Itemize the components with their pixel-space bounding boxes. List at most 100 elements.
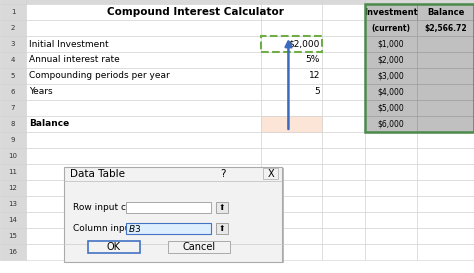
Text: Cancel: Cancel <box>182 242 216 252</box>
Text: D: D <box>388 0 394 1</box>
FancyBboxPatch shape <box>417 180 474 196</box>
Text: $2,566.72: $2,566.72 <box>424 23 467 32</box>
Text: $2,000: $2,000 <box>378 55 404 64</box>
FancyBboxPatch shape <box>261 212 322 228</box>
FancyBboxPatch shape <box>417 100 474 116</box>
FancyBboxPatch shape <box>365 164 417 180</box>
FancyBboxPatch shape <box>417 4 474 20</box>
FancyBboxPatch shape <box>0 132 26 148</box>
FancyBboxPatch shape <box>322 196 365 212</box>
Text: 15: 15 <box>9 233 18 239</box>
FancyBboxPatch shape <box>365 100 417 116</box>
FancyBboxPatch shape <box>0 4 26 20</box>
Text: 13: 13 <box>9 201 18 207</box>
Text: 5%: 5% <box>306 55 320 64</box>
FancyBboxPatch shape <box>261 148 322 164</box>
Text: $6,000: $6,000 <box>378 119 404 128</box>
FancyBboxPatch shape <box>417 212 474 228</box>
Text: $4,000: $4,000 <box>378 87 404 96</box>
FancyBboxPatch shape <box>261 132 322 148</box>
FancyBboxPatch shape <box>365 100 417 116</box>
FancyBboxPatch shape <box>365 52 417 68</box>
Text: 2: 2 <box>11 25 15 31</box>
FancyBboxPatch shape <box>322 148 365 164</box>
FancyBboxPatch shape <box>0 196 26 212</box>
FancyBboxPatch shape <box>26 244 261 260</box>
Text: X: X <box>267 169 274 179</box>
FancyBboxPatch shape <box>322 68 365 84</box>
Text: $1,000: $1,000 <box>378 40 404 49</box>
FancyBboxPatch shape <box>365 0 417 4</box>
FancyBboxPatch shape <box>26 52 261 68</box>
Text: 10: 10 <box>9 153 18 159</box>
Text: 8: 8 <box>11 121 15 127</box>
FancyBboxPatch shape <box>365 228 417 244</box>
FancyBboxPatch shape <box>261 116 322 132</box>
FancyBboxPatch shape <box>261 164 322 180</box>
FancyBboxPatch shape <box>0 212 26 228</box>
FancyBboxPatch shape <box>417 164 474 180</box>
FancyBboxPatch shape <box>26 20 261 36</box>
FancyBboxPatch shape <box>322 100 365 116</box>
Text: 16: 16 <box>9 249 18 255</box>
FancyBboxPatch shape <box>365 116 417 132</box>
Bar <box>365 4 474 132</box>
FancyBboxPatch shape <box>261 180 322 196</box>
Text: (current): (current) <box>372 23 410 32</box>
FancyBboxPatch shape <box>0 52 26 68</box>
FancyBboxPatch shape <box>26 132 261 148</box>
FancyBboxPatch shape <box>26 36 261 52</box>
FancyBboxPatch shape <box>365 68 417 84</box>
FancyBboxPatch shape <box>365 132 417 148</box>
FancyBboxPatch shape <box>26 180 261 196</box>
FancyBboxPatch shape <box>365 36 417 52</box>
Text: Compounding periods per year: Compounding periods per year <box>29 72 170 81</box>
FancyBboxPatch shape <box>322 84 365 100</box>
FancyBboxPatch shape <box>417 116 474 132</box>
Text: $2,566.72: $2,566.72 <box>274 119 320 128</box>
FancyBboxPatch shape <box>168 241 230 253</box>
FancyBboxPatch shape <box>417 100 474 116</box>
FancyBboxPatch shape <box>322 212 365 228</box>
FancyBboxPatch shape <box>417 68 474 84</box>
Text: Investment: Investment <box>364 8 418 17</box>
FancyBboxPatch shape <box>26 212 261 228</box>
FancyBboxPatch shape <box>26 0 261 4</box>
Text: Compound Interest Calculator: Compound Interest Calculator <box>107 7 284 17</box>
FancyBboxPatch shape <box>417 84 474 100</box>
FancyBboxPatch shape <box>26 100 261 116</box>
FancyBboxPatch shape <box>417 148 474 164</box>
Text: Years: Years <box>29 87 53 96</box>
FancyBboxPatch shape <box>365 4 417 20</box>
FancyBboxPatch shape <box>417 36 474 52</box>
Text: 4: 4 <box>11 57 15 63</box>
FancyBboxPatch shape <box>365 180 417 196</box>
FancyBboxPatch shape <box>417 20 474 36</box>
FancyBboxPatch shape <box>26 84 261 100</box>
Text: C: C <box>341 0 346 1</box>
FancyBboxPatch shape <box>88 241 140 253</box>
FancyBboxPatch shape <box>261 84 322 100</box>
FancyBboxPatch shape <box>0 100 26 116</box>
FancyBboxPatch shape <box>26 196 261 212</box>
FancyBboxPatch shape <box>261 68 322 84</box>
FancyBboxPatch shape <box>261 196 322 212</box>
FancyBboxPatch shape <box>0 148 26 164</box>
Text: 12: 12 <box>309 72 320 81</box>
Text: $2,000: $2,000 <box>289 40 320 49</box>
FancyBboxPatch shape <box>365 212 417 228</box>
FancyBboxPatch shape <box>417 20 474 36</box>
Text: 14: 14 <box>9 217 18 223</box>
FancyBboxPatch shape <box>322 132 365 148</box>
FancyBboxPatch shape <box>261 100 322 116</box>
Text: OK: OK <box>107 242 121 252</box>
FancyBboxPatch shape <box>0 0 26 4</box>
Text: 12: 12 <box>9 185 18 191</box>
FancyBboxPatch shape <box>365 84 417 100</box>
FancyBboxPatch shape <box>0 244 26 260</box>
FancyBboxPatch shape <box>322 228 365 244</box>
FancyBboxPatch shape <box>322 116 365 132</box>
Text: 7: 7 <box>11 105 15 111</box>
Text: A: A <box>140 0 146 1</box>
FancyBboxPatch shape <box>417 4 474 20</box>
